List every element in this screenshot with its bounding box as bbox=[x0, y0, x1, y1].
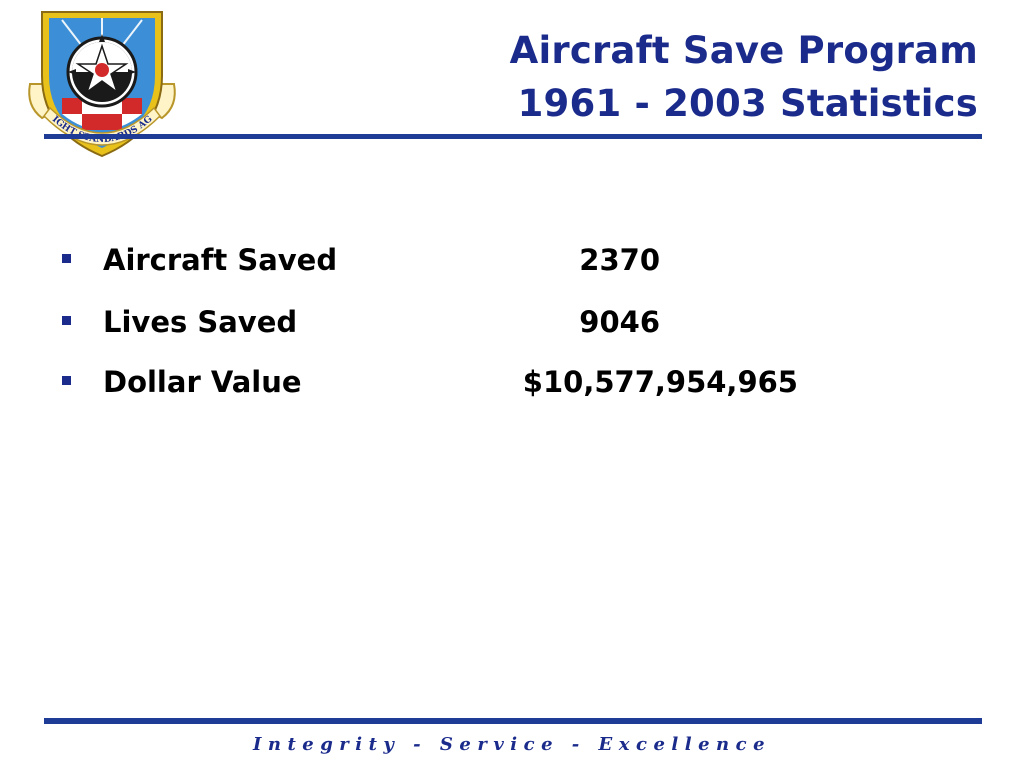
stat-label: Aircraft Saved bbox=[103, 243, 338, 277]
bullet-square-icon bbox=[62, 254, 71, 263]
title-line-2: 1961 - 2003 Statistics bbox=[517, 82, 978, 125]
bullet-square-icon bbox=[62, 316, 71, 325]
af-flight-standards-agency-emblem: AF FLIGHT STANDARDS AGENCY bbox=[22, 6, 176, 158]
title-line-1: Aircraft Save Program bbox=[509, 29, 978, 72]
list-item: Lives Saved 9046 bbox=[0, 302, 900, 342]
slide-title: Aircraft Save Program 1961 - 2003 Statis… bbox=[510, 24, 978, 130]
stat-value: $10,577,954,965 bbox=[522, 365, 798, 399]
bottom-divider bbox=[44, 718, 982, 724]
motto-text: Integrity - Service - Excellence bbox=[252, 734, 772, 755]
top-divider bbox=[44, 134, 982, 139]
stat-value: 9046 bbox=[579, 305, 660, 339]
stat-label: Dollar Value bbox=[103, 365, 302, 399]
list-item: Aircraft Saved 2370 bbox=[0, 240, 900, 280]
stat-label: Lives Saved bbox=[103, 305, 298, 339]
stat-value: 2370 bbox=[579, 243, 660, 277]
list-item: Dollar Value $10,577,954,965 bbox=[0, 362, 900, 402]
bullet-square-icon bbox=[62, 376, 71, 385]
footer-motto: Integrity - Service - Excellence bbox=[0, 734, 1024, 755]
